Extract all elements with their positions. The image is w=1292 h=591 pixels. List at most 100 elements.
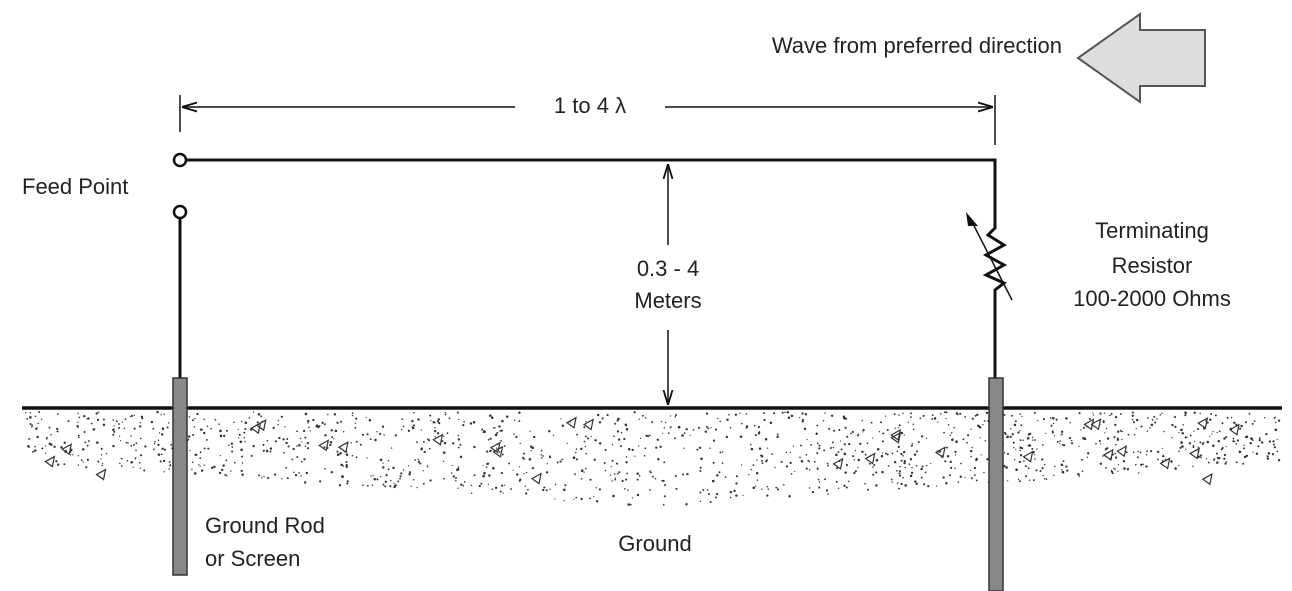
speckle [740,422,743,425]
speckle [130,435,132,437]
speckle [984,440,987,442]
speckle [1267,452,1271,455]
speckle [37,422,39,425]
speckle [498,451,501,453]
speckle [1192,465,1194,468]
speckle [1078,475,1081,477]
speckle [1019,449,1021,452]
speckle [219,454,222,457]
speckle [286,438,289,440]
speckle [379,432,382,435]
speckle [848,442,851,446]
speckle [139,425,142,428]
speckle [891,452,894,455]
speckle [457,466,460,468]
speckle [584,435,587,438]
speckle [1218,457,1221,460]
speckle [384,485,387,488]
speckle [193,472,197,475]
speckle [1060,463,1064,467]
speckle [1043,478,1046,480]
speckle [487,483,490,485]
speckle [946,446,948,449]
speckle [369,438,372,441]
speckle [775,486,777,489]
speckle [685,428,688,431]
speckle [1035,469,1038,472]
speckle [955,440,958,443]
speckle [87,440,90,442]
speckle [154,440,156,443]
rod-label: or Screen [205,546,300,571]
speckle [911,466,913,469]
speckle [870,421,873,424]
speckle [872,473,875,476]
speckle [257,412,261,416]
speckle [393,485,396,487]
speckle [50,433,52,436]
speckle [144,445,147,448]
pebble [890,428,902,442]
speckle [663,495,666,498]
speckle [663,461,666,464]
speckle [898,414,900,416]
speckle [1114,452,1116,455]
speckle [1137,450,1139,453]
speckle [301,441,303,443]
speckle [355,417,358,420]
speckle [458,418,460,421]
speckle [580,477,583,480]
speckle [483,430,486,434]
speckle [113,430,116,433]
speckle [368,419,372,422]
speckle [420,447,423,450]
speckle [525,471,528,474]
speckle [305,471,309,475]
speckle [1082,426,1085,429]
speckle [654,477,657,480]
speckle [1105,467,1107,469]
speckle [828,427,831,430]
speckle [970,455,972,458]
speckle [767,488,770,490]
speckle [444,412,446,414]
speckle [923,483,926,486]
speckle [304,412,308,416]
speckle [584,445,587,448]
speckle [1221,422,1224,425]
speckle [611,444,614,446]
speckle [881,440,885,443]
speckle [385,473,388,477]
speckle [126,459,129,462]
speckle [831,441,834,444]
speckle [77,434,80,437]
speckle [237,428,239,431]
speckle [258,474,260,477]
speckle [974,414,977,417]
speckle [903,434,905,436]
speckle [760,454,763,457]
speckle [801,418,804,421]
pebble [1102,448,1114,461]
speckle [233,461,236,464]
speckle [1145,465,1147,468]
speckle [697,426,700,429]
speckle [411,419,414,423]
speckle [1037,419,1039,422]
pebble [337,441,349,454]
speckle [692,428,695,431]
speckle [315,424,319,428]
speckle [1213,458,1216,461]
speckle [749,443,752,446]
speckle [850,432,852,435]
speckle [494,427,496,429]
speckle [434,436,436,438]
speckle [408,471,412,474]
speckle [432,421,435,424]
speckle [925,464,928,467]
speckle [163,413,166,415]
speckle [875,458,879,462]
speckle [853,471,856,475]
speckle [293,471,295,473]
speckle [429,479,432,482]
